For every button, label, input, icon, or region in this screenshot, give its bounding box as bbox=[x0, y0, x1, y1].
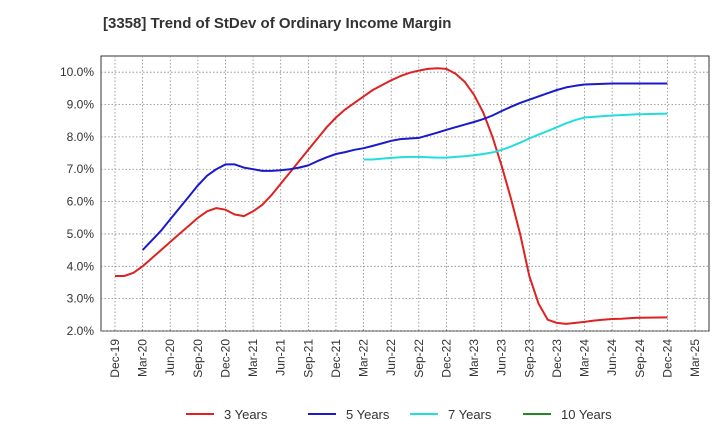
y-tick-label: 3.0% bbox=[67, 292, 95, 306]
y-tick-label: 10.0% bbox=[60, 65, 94, 79]
legend-label-5-years: 5 Years bbox=[346, 407, 390, 422]
x-tick-label: Dec-22 bbox=[439, 339, 453, 378]
x-tick-label: Jun-23 bbox=[495, 339, 509, 376]
series-lines bbox=[115, 67, 668, 325]
x-axis: Dec-19 Mar-20 Jun-20 Sep-20 Dec-20 Mar-21 Jun-… bbox=[108, 339, 702, 378]
chart-title: [3358] Trend of StDev of Ordinary Income… bbox=[103, 15, 452, 32]
grid-lines bbox=[101, 56, 709, 332]
x-tick-label: Sep-22 bbox=[412, 339, 426, 378]
x-tick-label: Jun-22 bbox=[384, 339, 398, 376]
plot-area bbox=[100, 55, 710, 332]
legend-label-3-years: 3 Years bbox=[224, 407, 268, 422]
series-line-7-years bbox=[363, 112, 668, 161]
legend-label-10-years: 10 Years bbox=[561, 407, 612, 422]
series-line-5-years bbox=[141, 82, 668, 251]
y-tick-label: 6.0% bbox=[67, 195, 95, 209]
legend-label-7-years: 7 Years bbox=[448, 407, 492, 422]
x-tick-label: Mar-25 bbox=[688, 339, 702, 377]
y-tick-label: 5.0% bbox=[67, 227, 95, 241]
x-tick-label: Dec-21 bbox=[329, 339, 343, 378]
x-tick-label: Jun-20 bbox=[163, 339, 177, 376]
x-tick-label: Jun-21 bbox=[274, 339, 288, 376]
x-tick-label: Dec-23 bbox=[550, 339, 564, 378]
x-tick-label: Dec-19 bbox=[108, 339, 122, 378]
x-tick-label: Jun-24 bbox=[605, 339, 619, 376]
y-axis: 2.0% 3.0% 4.0% 5.0% 6.0% 7.0% 8.0% 9.0% 10.0% bbox=[60, 65, 94, 338]
legend: 3 Years 5 Years 7 Years 10 Years bbox=[186, 407, 612, 422]
y-tick-label: 7.0% bbox=[67, 162, 95, 176]
x-tick-label: Mar-23 bbox=[467, 339, 481, 377]
x-tick-label: Sep-23 bbox=[522, 339, 536, 378]
x-tick-label: Sep-21 bbox=[301, 339, 315, 378]
x-tick-label: Sep-24 bbox=[633, 339, 647, 378]
y-tick-label: 2.0% bbox=[67, 324, 95, 338]
x-tick-label: Sep-20 bbox=[191, 339, 205, 378]
x-tick-label: Mar-22 bbox=[357, 339, 371, 377]
x-tick-label: Mar-20 bbox=[136, 339, 150, 377]
series-line-3-years bbox=[115, 67, 668, 325]
x-tick-label: Mar-21 bbox=[246, 339, 260, 377]
y-tick-label: 8.0% bbox=[67, 130, 95, 144]
y-tick-label: 4.0% bbox=[67, 259, 95, 273]
x-tick-label: Mar-24 bbox=[578, 339, 592, 377]
x-tick-label: Dec-24 bbox=[660, 339, 674, 378]
x-tick-label: Dec-20 bbox=[218, 339, 232, 378]
y-tick-label: 9.0% bbox=[67, 98, 95, 112]
